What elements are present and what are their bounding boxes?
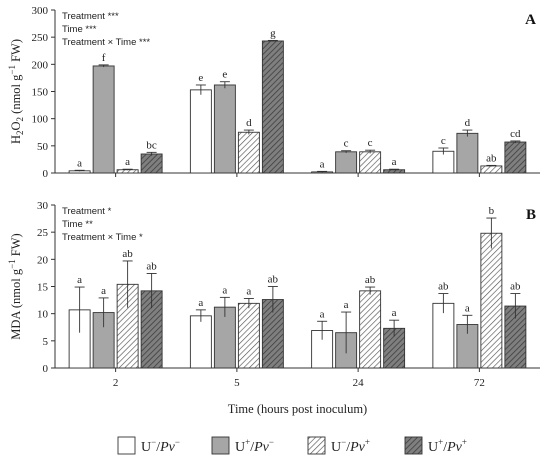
significance-letter: ab [486, 152, 497, 164]
y-tick-label: 15 [37, 282, 49, 294]
significance-letter: d [465, 117, 471, 129]
panel-label: B [526, 207, 536, 223]
stats-annotation: Treatment *** [62, 11, 119, 22]
legend-swatch [211, 436, 230, 455]
bar [189, 315, 212, 369]
bar [261, 40, 284, 174]
significance-letter: c [368, 137, 373, 149]
y-tick-label: 0 [43, 168, 49, 180]
bar [480, 232, 503, 369]
significance-letter: cd [510, 128, 521, 140]
significance-letter: g [270, 27, 276, 39]
legend-swatch [404, 436, 423, 455]
bar [213, 84, 236, 174]
significance-letter: a [222, 284, 227, 296]
significance-letter: ab [146, 260, 157, 272]
legend-swatch [117, 436, 136, 455]
y-axis-title: H2O2 (nmol g−1 FW) [7, 39, 25, 144]
significance-letter: d [246, 117, 252, 129]
bar [359, 151, 382, 174]
significance-letter: e [198, 72, 203, 84]
panel-a-h2o2-chart: 050100150200250300aeacfecdadcabbcgacdTre… [7, 5, 540, 180]
y-tick-label: 250 [32, 32, 49, 44]
y-tick-label: 0 [43, 363, 49, 375]
x-axis-title: Time (hours post inoculum) [228, 402, 367, 416]
significance-letter: a [320, 308, 325, 320]
significance-letter: a [198, 297, 203, 309]
y-tick-label: 300 [32, 5, 49, 17]
stats-annotation: Time ** [62, 219, 93, 230]
y-tick-label: 150 [32, 87, 49, 99]
bar [237, 302, 260, 369]
significance-letter: a [125, 156, 130, 168]
bar [480, 165, 503, 174]
y-tick-label: 50 [37, 141, 49, 153]
legend-item-label: U−/Pv+ [331, 437, 370, 455]
legend-item-label: U−/Pv− [141, 437, 180, 455]
significance-letter: c [344, 138, 349, 150]
significance-letter: a [101, 285, 106, 297]
significance-letter: a [465, 302, 470, 314]
significance-letter: a [77, 157, 82, 169]
legend-swatch [307, 436, 326, 455]
significance-letter: ab [510, 281, 521, 293]
y-tick-label: 10 [37, 309, 49, 321]
bar [237, 131, 260, 174]
stats-annotation: Treatment × Time *** [62, 37, 150, 48]
significance-letter: a [392, 156, 397, 168]
significance-letter: a [320, 158, 325, 170]
y-tick-label: 25 [37, 227, 49, 239]
y-tick-label: 100 [32, 114, 49, 126]
y-tick-label: 20 [37, 254, 49, 266]
significance-letter: ab [122, 248, 133, 260]
significance-letter: ab [438, 281, 449, 293]
x-tick-label: 2 [113, 377, 119, 389]
y-tick-label: 5 [43, 336, 49, 348]
significance-letter: a [246, 285, 251, 297]
bar [456, 132, 479, 174]
legend-item-label: U+/Pv− [235, 437, 274, 455]
y-axis-title: MDA (nmol g−1 FW) [7, 233, 23, 339]
stats-annotation: Treatment * [62, 206, 112, 217]
significance-letter: ab [365, 274, 376, 286]
significance-letter: f [102, 52, 106, 64]
significance-letter: a [77, 274, 82, 286]
stats-annotation: Treatment × Time * [62, 232, 143, 243]
significance-letter: c [441, 135, 446, 147]
y-tick-label: 30 [37, 200, 49, 212]
significance-letter: e [222, 69, 227, 81]
bar [504, 141, 527, 174]
bar [335, 151, 358, 174]
significance-letter: ab [268, 274, 279, 286]
bar [189, 89, 212, 174]
legend-item-label: U+/Pv+ [428, 437, 467, 455]
significance-letter: b [489, 205, 495, 217]
bar [92, 65, 115, 174]
x-tick-label: 72 [474, 377, 485, 389]
y-tick-label: 200 [32, 59, 49, 71]
bar [359, 290, 382, 369]
bar [140, 153, 163, 174]
x-tick-label: 5 [234, 377, 240, 389]
panel-label: A [525, 12, 536, 28]
stats-annotation: Time *** [62, 24, 97, 35]
significance-letter: bc [146, 139, 157, 151]
x-tick-label: 24 [353, 377, 365, 389]
significance-letter: a [344, 299, 349, 311]
legend: U−/Pv− U+/Pv− U−/Pv+ U+/Pv+ [117, 436, 467, 455]
significance-letter: a [392, 307, 397, 319]
